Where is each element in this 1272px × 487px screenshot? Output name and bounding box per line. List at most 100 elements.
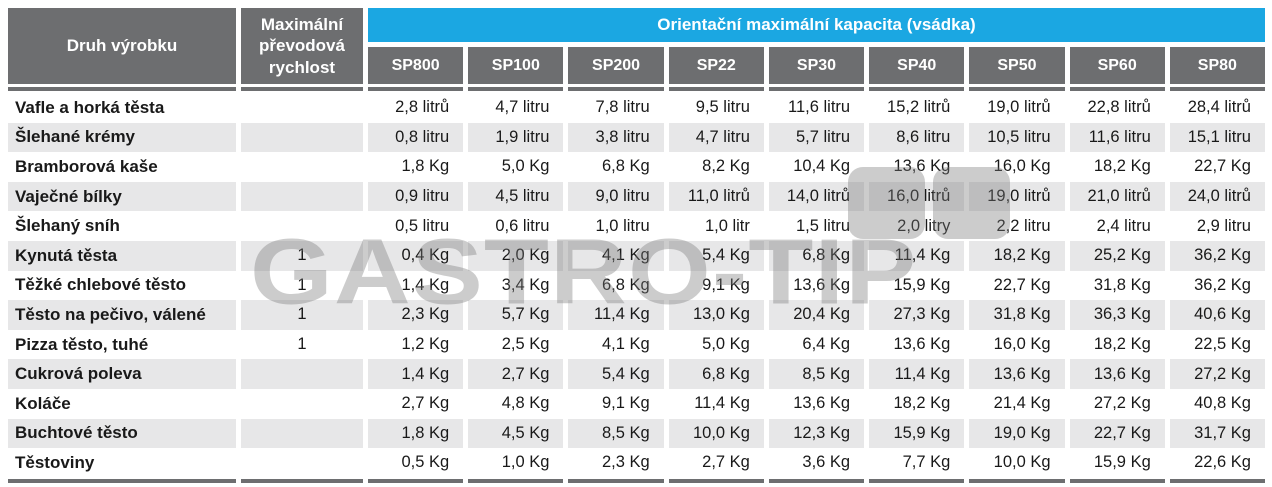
capacity-value: 15,2 litrů: [869, 93, 965, 123]
header-divider-line: [241, 87, 363, 91]
capacity-value: 11,4 Kg: [869, 240, 965, 271]
header-divider-line: [969, 87, 1065, 91]
capacity-value: 1,8 Kg: [368, 152, 464, 182]
capacity-value: 22,6 Kg: [1169, 448, 1265, 478]
capacity-value: 27,3 Kg: [869, 300, 965, 330]
capacity-value: 28,4 litrů: [1169, 93, 1265, 123]
capacity-value: 5,4 Kg: [568, 359, 664, 389]
capacity-value: 13,6 Kg: [1069, 359, 1165, 389]
header-divider-line: [568, 87, 664, 91]
capacity-value: 21,4 Kg: [969, 388, 1065, 419]
capacity-value: 31,8 Kg: [969, 300, 1065, 330]
capacity-value: 5,7 Kg: [468, 300, 564, 330]
max-speed-value: 1: [241, 270, 363, 301]
capacity-value: 4,5 litru: [468, 181, 564, 212]
capacity-value: 22,8 litrů: [1069, 93, 1165, 123]
capacity-value: 2,3 Kg: [568, 448, 664, 478]
capacity-value: 11,4 Kg: [668, 388, 764, 419]
product-name: Vaječné bílky: [8, 181, 236, 212]
bottom-divider-line: [1169, 478, 1265, 483]
capacity-value: 10,0 Kg: [969, 448, 1065, 478]
capacity-table: Druh výrobku Maximální převodová rychlos…: [8, 8, 1265, 484]
capacity-value: 0,5 litru: [368, 211, 464, 241]
column-header-sp30: SP30: [768, 47, 865, 84]
capacity-value: 8,2 Kg: [668, 152, 764, 182]
header-divider-line: [368, 87, 464, 91]
product-name: Pizza těsto, tuhé: [8, 329, 236, 360]
capacity-value: 36,2 Kg: [1169, 240, 1265, 271]
max-speed-value: 1: [241, 300, 363, 330]
capacity-value: 2,5 Kg: [468, 329, 564, 360]
capacity-value: 2,7 Kg: [468, 359, 564, 389]
capacity-value: 0,8 litru: [368, 122, 464, 153]
capacity-value: 31,7 Kg: [1169, 418, 1265, 449]
capacity-value: 1,5 litru: [768, 211, 865, 241]
max-speed-value: [241, 388, 363, 419]
capacity-value: 0,9 litru: [368, 181, 464, 212]
max-speed-value: [241, 211, 363, 241]
column-header-sp22: SP22: [668, 47, 764, 84]
capacity-value: 2,4 litru: [1069, 211, 1165, 241]
capacity-value: 15,1 litru: [1169, 122, 1265, 153]
capacity-value: 11,4 Kg: [869, 359, 965, 389]
bottom-divider-line: [368, 478, 464, 483]
bottom-divider-line: [468, 478, 564, 483]
capacity-value: 13,6 Kg: [869, 329, 965, 360]
capacity-value: 19,0 litrů: [969, 93, 1065, 123]
capacity-value: 4,5 Kg: [468, 418, 564, 449]
capacity-value: 1,0 litru: [568, 211, 664, 241]
header-divider-line: [668, 87, 764, 91]
capacity-value: 4,1 Kg: [568, 329, 664, 360]
capacity-value: 1,0 Kg: [468, 448, 564, 478]
column-header-sp800: SP800: [368, 47, 464, 84]
bottom-divider-line: [1069, 478, 1165, 483]
capacity-value: 40,8 Kg: [1169, 388, 1265, 419]
capacity-value: 2,0 Kg: [468, 240, 564, 271]
capacity-value: 2,9 litru: [1169, 211, 1265, 241]
capacity-value: 2,8 litrů: [368, 93, 464, 123]
bottom-divider-line: [869, 478, 965, 483]
product-name: Těžké chlebové těsto: [8, 270, 236, 301]
capacity-value: 25,2 Kg: [1069, 240, 1165, 271]
header-divider-line: [8, 87, 236, 91]
capacity-value: 18,2 Kg: [969, 240, 1065, 271]
capacity-value: 6,8 Kg: [668, 359, 764, 389]
capacity-value: 2,3 Kg: [368, 300, 464, 330]
capacity-value: 1,0 litr: [668, 211, 764, 241]
column-header-sp50: SP50: [969, 47, 1065, 84]
column-header-sp40: SP40: [869, 47, 965, 84]
capacity-value: 13,0 Kg: [668, 300, 764, 330]
capacity-value: 13,6 Kg: [768, 388, 865, 419]
capacity-value: 27,2 Kg: [1069, 388, 1165, 419]
capacity-value: 10,4 Kg: [768, 152, 865, 182]
capacity-value: 2,0 litry: [869, 211, 965, 241]
max-speed-value: [241, 181, 363, 212]
header-divider-line: [869, 87, 965, 91]
max-speed-value: 1: [241, 329, 363, 360]
capacity-value: 5,4 Kg: [668, 240, 764, 271]
capacity-value: 10,0 Kg: [668, 418, 764, 449]
max-gear-speed-header: Maximální převodová rychlost: [241, 8, 363, 84]
bottom-divider-line: [768, 478, 865, 483]
header-divider-line: [768, 87, 865, 91]
capacity-value: 13,6 Kg: [969, 359, 1065, 389]
capacity-value: 1,8 Kg: [368, 418, 464, 449]
capacity-value: 4,8 Kg: [468, 388, 564, 419]
capacity-value: 9,5 litru: [668, 93, 764, 123]
capacity-value: 4,7 litru: [468, 93, 564, 123]
capacity-value: 19,0 Kg: [969, 418, 1065, 449]
capacity-value: 16,0 Kg: [969, 329, 1065, 360]
product-name: Koláče: [8, 388, 236, 419]
product-name: Cukrová poleva: [8, 359, 236, 389]
column-header-sp100: SP100: [468, 47, 564, 84]
capacity-value: 9,1 Kg: [668, 270, 764, 301]
header-divider-line: [1169, 87, 1265, 91]
capacity-value: 20,4 Kg: [768, 300, 865, 330]
capacity-value: 19,0 litrů: [969, 181, 1065, 212]
capacity-value: 5,7 litru: [768, 122, 865, 153]
bottom-divider-line: [969, 478, 1065, 483]
header-divider-line: [468, 87, 564, 91]
capacity-value: 22,7 Kg: [1069, 418, 1165, 449]
capacity-value: 10,5 litru: [969, 122, 1065, 153]
